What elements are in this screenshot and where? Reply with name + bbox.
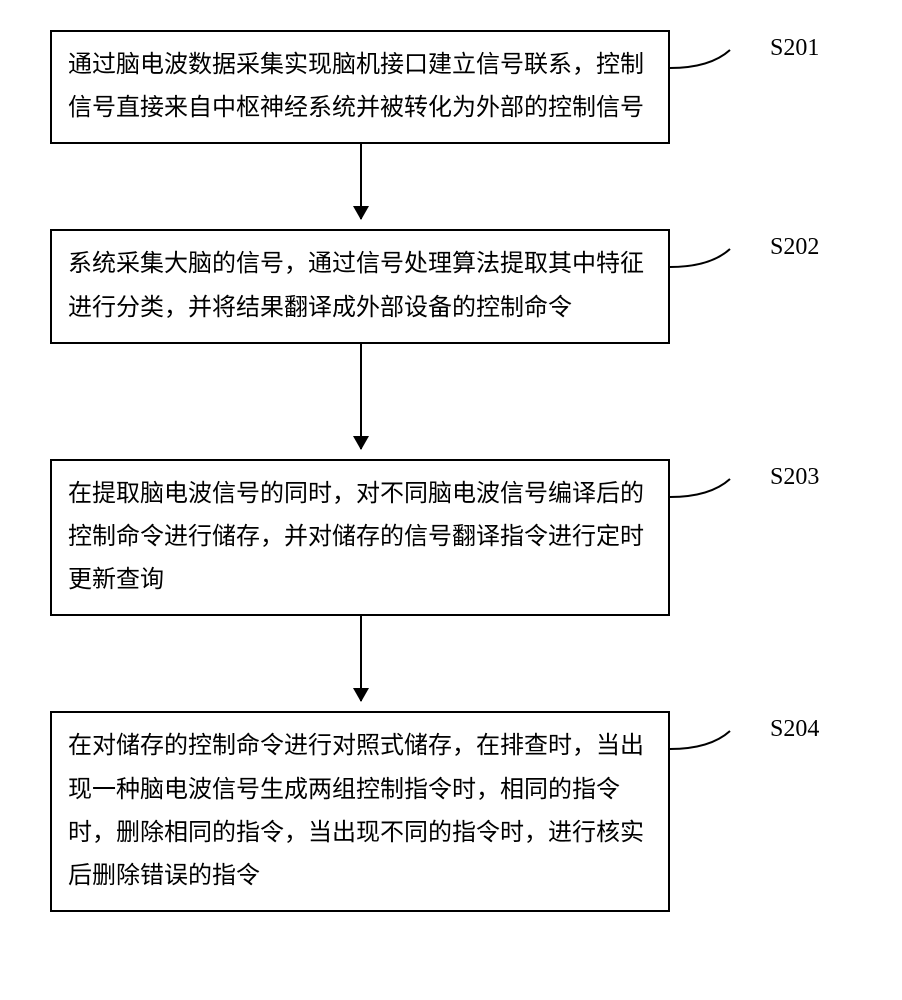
label-connector-4 (670, 721, 765, 761)
arrow-3-container (50, 616, 852, 711)
flowchart-container: 通过脑电波数据采集实现脑机接口建立信号联系，控制信号直接来自中枢神经系统并被转化… (50, 30, 852, 912)
arrow-2 (360, 344, 362, 449)
step-label-s201: S201 (770, 35, 819, 62)
step-text: 系统采集大脑的信号，通过信号处理算法提取其中特征进行分类，并将结果翻译成外部设备… (68, 251, 644, 320)
step-text: 通过脑电波数据采集实现脑机接口建立信号联系，控制信号直接来自中枢神经系统并被转化… (68, 52, 644, 121)
arrow-3 (360, 616, 362, 701)
label-connector-3 (670, 469, 765, 509)
step-box-s203: 在提取脑电波信号的同时，对不同脑电波信号编译后的控制命令进行储存，并对储存的信号… (50, 459, 670, 617)
label-connector-1 (670, 40, 765, 80)
arrow-2-container (50, 344, 852, 459)
step-box-s204: 在对储存的控制命令进行对照式储存，在排查时，当出现一种脑电波信号生成两组控制指令… (50, 711, 670, 912)
label-connector-2 (670, 239, 765, 279)
arrow-1 (360, 144, 362, 219)
step-label-s204: S204 (770, 716, 819, 743)
step-label-s203: S203 (770, 464, 819, 491)
step-row-3: 在提取脑电波信号的同时，对不同脑电波信号编译后的控制命令进行储存，并对储存的信号… (50, 459, 852, 617)
arrow-1-container (50, 144, 852, 229)
step-row-1: 通过脑电波数据采集实现脑机接口建立信号联系，控制信号直接来自中枢神经系统并被转化… (50, 30, 852, 144)
step-row-4: 在对储存的控制命令进行对照式储存，在排查时，当出现一种脑电波信号生成两组控制指令… (50, 711, 852, 912)
step-text: 在提取脑电波信号的同时，对不同脑电波信号编译后的控制命令进行储存，并对储存的信号… (68, 481, 644, 593)
step-text: 在对储存的控制命令进行对照式储存，在排查时，当出现一种脑电波信号生成两组控制指令… (68, 733, 644, 889)
step-box-s202: 系统采集大脑的信号，通过信号处理算法提取其中特征进行分类，并将结果翻译成外部设备… (50, 229, 670, 343)
step-box-s201: 通过脑电波数据采集实现脑机接口建立信号联系，控制信号直接来自中枢神经系统并被转化… (50, 30, 670, 144)
step-label-s202: S202 (770, 234, 819, 261)
step-row-2: 系统采集大脑的信号，通过信号处理算法提取其中特征进行分类，并将结果翻译成外部设备… (50, 229, 852, 343)
